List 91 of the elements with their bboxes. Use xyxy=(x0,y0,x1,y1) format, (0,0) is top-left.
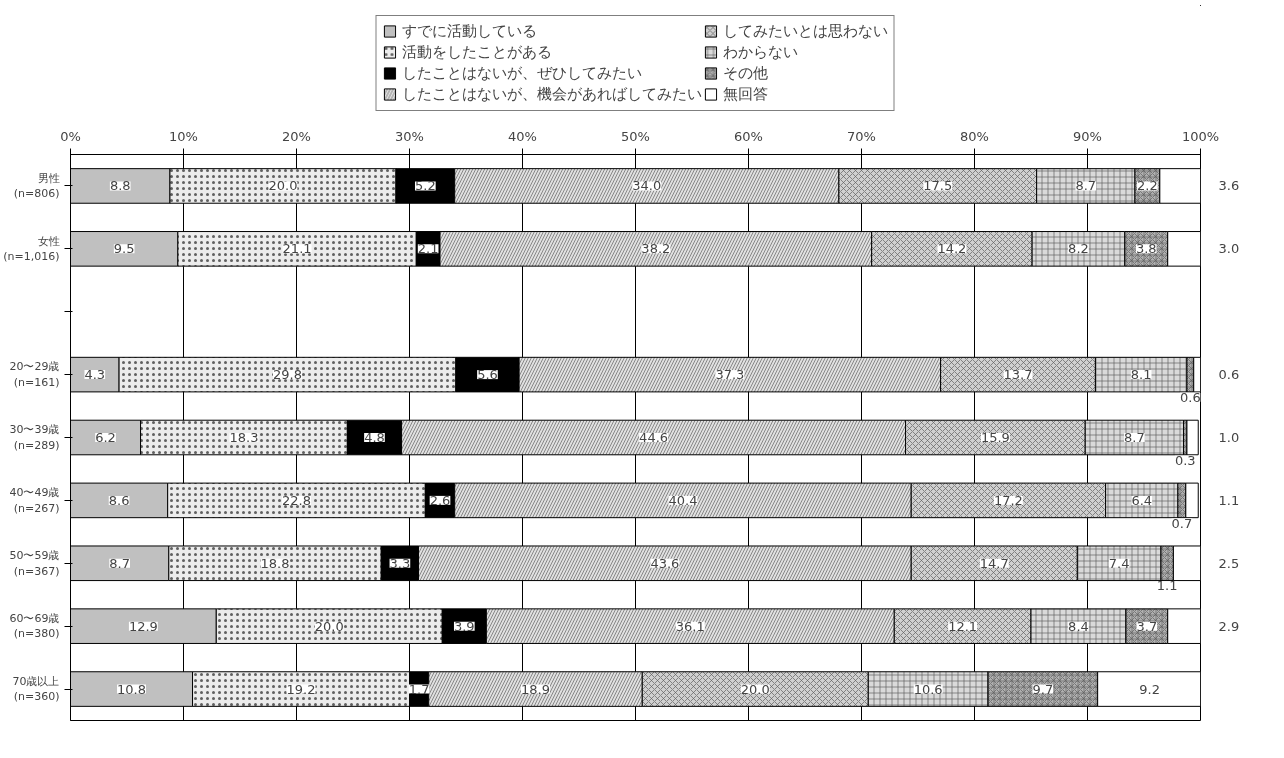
data-label: 18.3 xyxy=(229,430,259,445)
y-tick-label: 40〜49歳 (n=267) xyxy=(9,486,60,515)
y-tick-label: 男性 (n=806) xyxy=(13,171,60,201)
data-label: 10.6 xyxy=(913,681,943,697)
legend-label: その他 xyxy=(722,63,768,83)
x-tick-label: 30% xyxy=(395,128,424,144)
data-label: 1.7 xyxy=(408,681,430,697)
legend-label: したことはないが、ぜひしてみたい xyxy=(401,63,642,83)
data-label: 20.0 xyxy=(740,681,770,697)
legend-label: すでに活動している xyxy=(401,21,537,41)
data-label: 34.0 xyxy=(632,178,662,194)
data-label: 1.1 xyxy=(1156,578,1178,594)
data-label: 14.7 xyxy=(979,555,1009,571)
data-label: 21.1 xyxy=(282,241,312,257)
x-tick-label: 20% xyxy=(282,128,311,144)
data-label: 8.6 xyxy=(108,492,130,508)
data-label: 8.8 xyxy=(109,178,131,194)
legend-label: わからない xyxy=(722,42,798,62)
data-label: 9.7 xyxy=(1032,681,1054,697)
x-tick-label: 100% xyxy=(1181,128,1220,144)
data-label: 3.6 xyxy=(1218,178,1240,194)
y-tick-label: 女性 (n=1,016) xyxy=(3,234,60,264)
data-label: 6.2 xyxy=(95,430,116,445)
data-label: 3.8 xyxy=(1135,241,1157,257)
data-label: 38.2 xyxy=(641,241,671,257)
x-tick-label: 90% xyxy=(1073,128,1102,144)
data-label: 43.6 xyxy=(650,555,680,571)
x-tick-label: 10% xyxy=(169,128,198,144)
data-label: 8.2 xyxy=(1068,241,1089,257)
data-label: 29.8 xyxy=(272,367,302,383)
data-label: 1.0 xyxy=(1218,430,1240,445)
data-label: 9.2 xyxy=(1139,681,1160,697)
x-tick-label: 0% xyxy=(60,128,81,144)
data-label: 12.1 xyxy=(948,618,978,634)
data-label: 0.6 xyxy=(1179,389,1201,405)
data-label: 8.4 xyxy=(1068,618,1089,634)
data-label: 36.1 xyxy=(675,618,705,634)
x-tick-label: 50% xyxy=(621,128,650,144)
y-tick-label: 20〜29歳 (n=161) xyxy=(9,360,60,389)
legend-label: 活動をしたことがある xyxy=(401,42,552,62)
data-label: 14.2 xyxy=(937,241,967,257)
data-label: 8.7 xyxy=(109,555,131,571)
legend-label: してみたいとは思わない xyxy=(722,21,888,41)
data-label: 17.2 xyxy=(993,492,1023,508)
y-tick-label: 70歳以上 (n=360) xyxy=(12,674,60,704)
data-label: 18.9 xyxy=(521,681,550,697)
data-label: 2.5 xyxy=(1218,555,1240,571)
data-label: 8.1 xyxy=(1130,367,1152,383)
data-label: 0.6 xyxy=(1218,367,1240,383)
y-tick-label: 60〜69歳 (n=380) xyxy=(9,611,60,641)
data-label: 17.5 xyxy=(923,178,953,194)
data-label: 3.0 xyxy=(1218,241,1240,257)
data-label: 8.7 xyxy=(1124,430,1145,445)
y-tick-label: 50〜59歳 (n=367) xyxy=(9,548,60,578)
x-tick-label: 70% xyxy=(847,128,876,144)
data-label: 9.5 xyxy=(113,241,135,257)
x-tick-label: 40% xyxy=(508,128,537,144)
legend-label: したことはないが、機会があればしてみたい xyxy=(401,84,702,104)
data-label: 8.7 xyxy=(1075,178,1097,194)
data-label: 7.4 xyxy=(1108,555,1130,571)
data-label: 37.3 xyxy=(715,367,745,383)
data-label: 1.1 xyxy=(1218,492,1240,508)
legend-label: 無回答 xyxy=(722,84,768,104)
data-label: 0.3 xyxy=(1174,452,1196,468)
data-label: 2.9 xyxy=(1218,618,1240,634)
data-label: 19.2 xyxy=(286,681,316,697)
data-label: 0.7 xyxy=(1171,515,1193,531)
data-label: 20.0 xyxy=(314,618,344,634)
data-label: 2.6 xyxy=(429,492,451,508)
y-tick-label: 30〜39歳 (n=289) xyxy=(9,423,60,452)
data-label: 18.8 xyxy=(260,555,290,571)
data-label: 5.6 xyxy=(477,367,498,383)
data-label: 44.6 xyxy=(639,430,669,445)
data-label: 15.9 xyxy=(980,430,1010,445)
data-label: 40.4 xyxy=(668,492,698,508)
data-label: 22.8 xyxy=(282,492,311,508)
data-label: 20.0 xyxy=(268,178,298,194)
data-label: 10.8 xyxy=(117,681,146,697)
data-label: 2.2 xyxy=(1137,178,1158,194)
data-label: 3.3 xyxy=(389,555,411,571)
data-label: 3.7 xyxy=(1136,618,1158,634)
x-tick-label: 80% xyxy=(960,128,989,144)
x-tick-label: 60% xyxy=(734,128,763,144)
data-label: 4.8 xyxy=(364,430,385,445)
data-label: 2.1 xyxy=(417,241,439,257)
data-label: 12.9 xyxy=(128,618,158,634)
data-label: 5.2 xyxy=(414,178,436,194)
data-label: 13.7 xyxy=(1003,367,1033,383)
data-label: 3.9 xyxy=(453,618,475,634)
data-label: 6.4 xyxy=(1131,492,1153,508)
data-label: 4.3 xyxy=(84,367,106,383)
